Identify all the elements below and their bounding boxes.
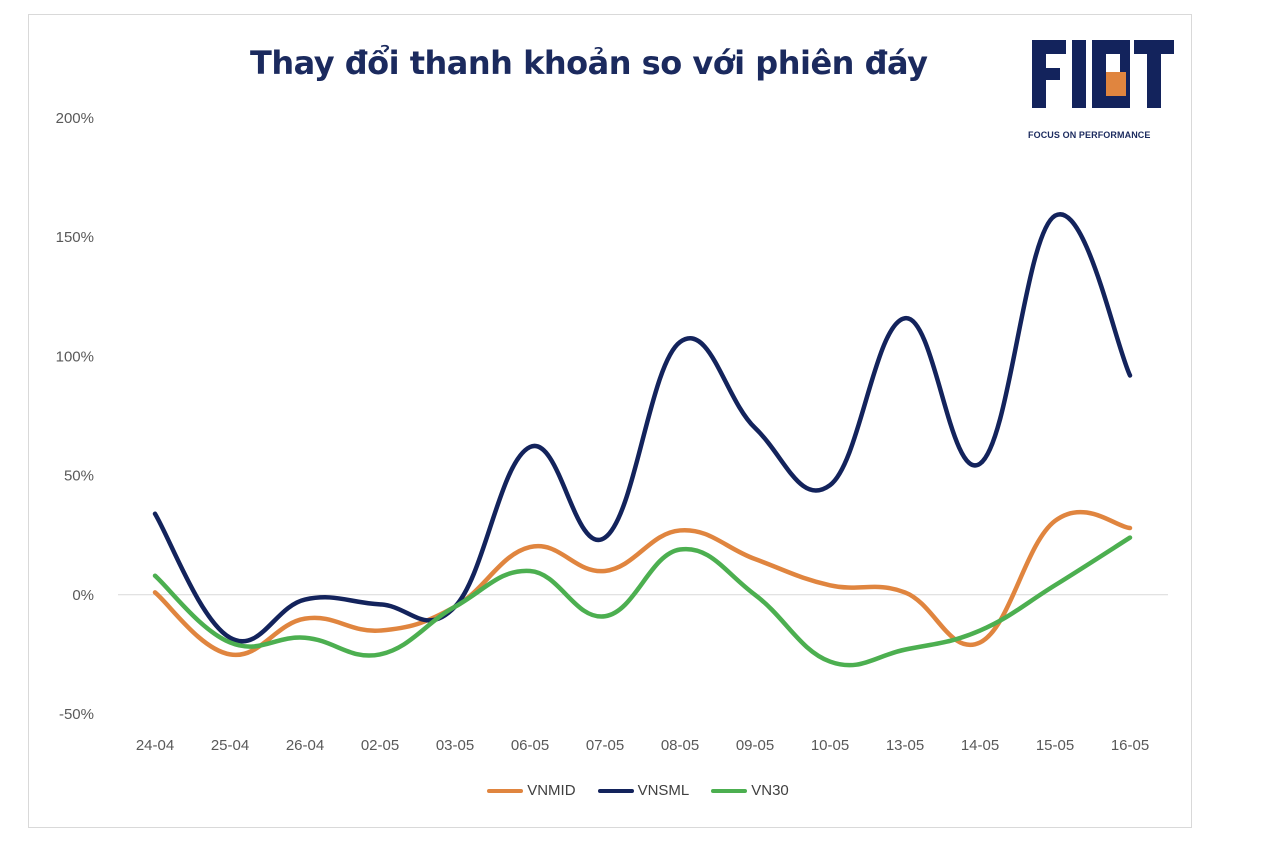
y-axis-labels: 200% 150% 100% 50% 0% -50%: [56, 110, 94, 723]
legend-swatch-vn30: [711, 788, 748, 793]
legend-item-vnmid: VNMID: [487, 782, 576, 799]
series-line-vn30: [152, 535, 1133, 668]
legend-label-vnsml: VNSML: [637, 782, 690, 799]
legend-swatch-vnmid: [487, 788, 524, 793]
legend-label-vnmid: VNMID: [527, 782, 576, 799]
x-tick-label: 15-05: [1036, 737, 1074, 754]
x-tick-label: 08-05: [661, 737, 699, 754]
legend-item-vn30: VN30: [711, 782, 789, 799]
chart-title: Thay đổi thanh khoản so với phiên đáy: [250, 44, 928, 82]
x-tick-label: 10-05: [811, 737, 849, 754]
x-axis-labels: 24-04 25-04 26-04 02-05 03-05 06-05 07-05 08-05…: [136, 737, 1149, 754]
y-tick-label: 50%: [64, 468, 94, 485]
series-line-vnmid: [152, 509, 1133, 658]
x-tick-label: 24-04: [136, 737, 174, 754]
x-tick-label: 06-05: [511, 737, 549, 754]
legend-item-vnsml: VNSML: [597, 782, 690, 799]
legend-label-vn30: VN30: [751, 782, 789, 799]
x-tick-label: 16-05: [1111, 737, 1149, 754]
x-tick-label: 26-04: [286, 737, 324, 754]
x-tick-label: 03-05: [436, 737, 474, 754]
chart-legend: VNMID VNSML VN30: [0, 782, 1276, 799]
x-tick-label: 02-05: [361, 737, 399, 754]
series-line-vnsml: [152, 212, 1133, 644]
fidt-logo: [1032, 40, 1174, 108]
y-tick-label: 200%: [56, 110, 94, 127]
legend-swatch-vnsml: [597, 788, 634, 793]
y-tick-label: 100%: [56, 348, 94, 365]
y-tick-label: 0%: [72, 587, 94, 604]
series-lines: [152, 212, 1133, 668]
x-tick-label: 14-05: [961, 737, 999, 754]
y-tick-label: -50%: [59, 706, 94, 723]
x-tick-label: 13-05: [886, 737, 924, 754]
x-tick-label: 09-05: [736, 737, 774, 754]
x-tick-label: 07-05: [586, 737, 624, 754]
logo-tagline: FOCUS ON PERFORMANCE: [1028, 130, 1151, 140]
x-tick-label: 25-04: [211, 737, 249, 754]
y-tick-label: 150%: [56, 229, 94, 246]
